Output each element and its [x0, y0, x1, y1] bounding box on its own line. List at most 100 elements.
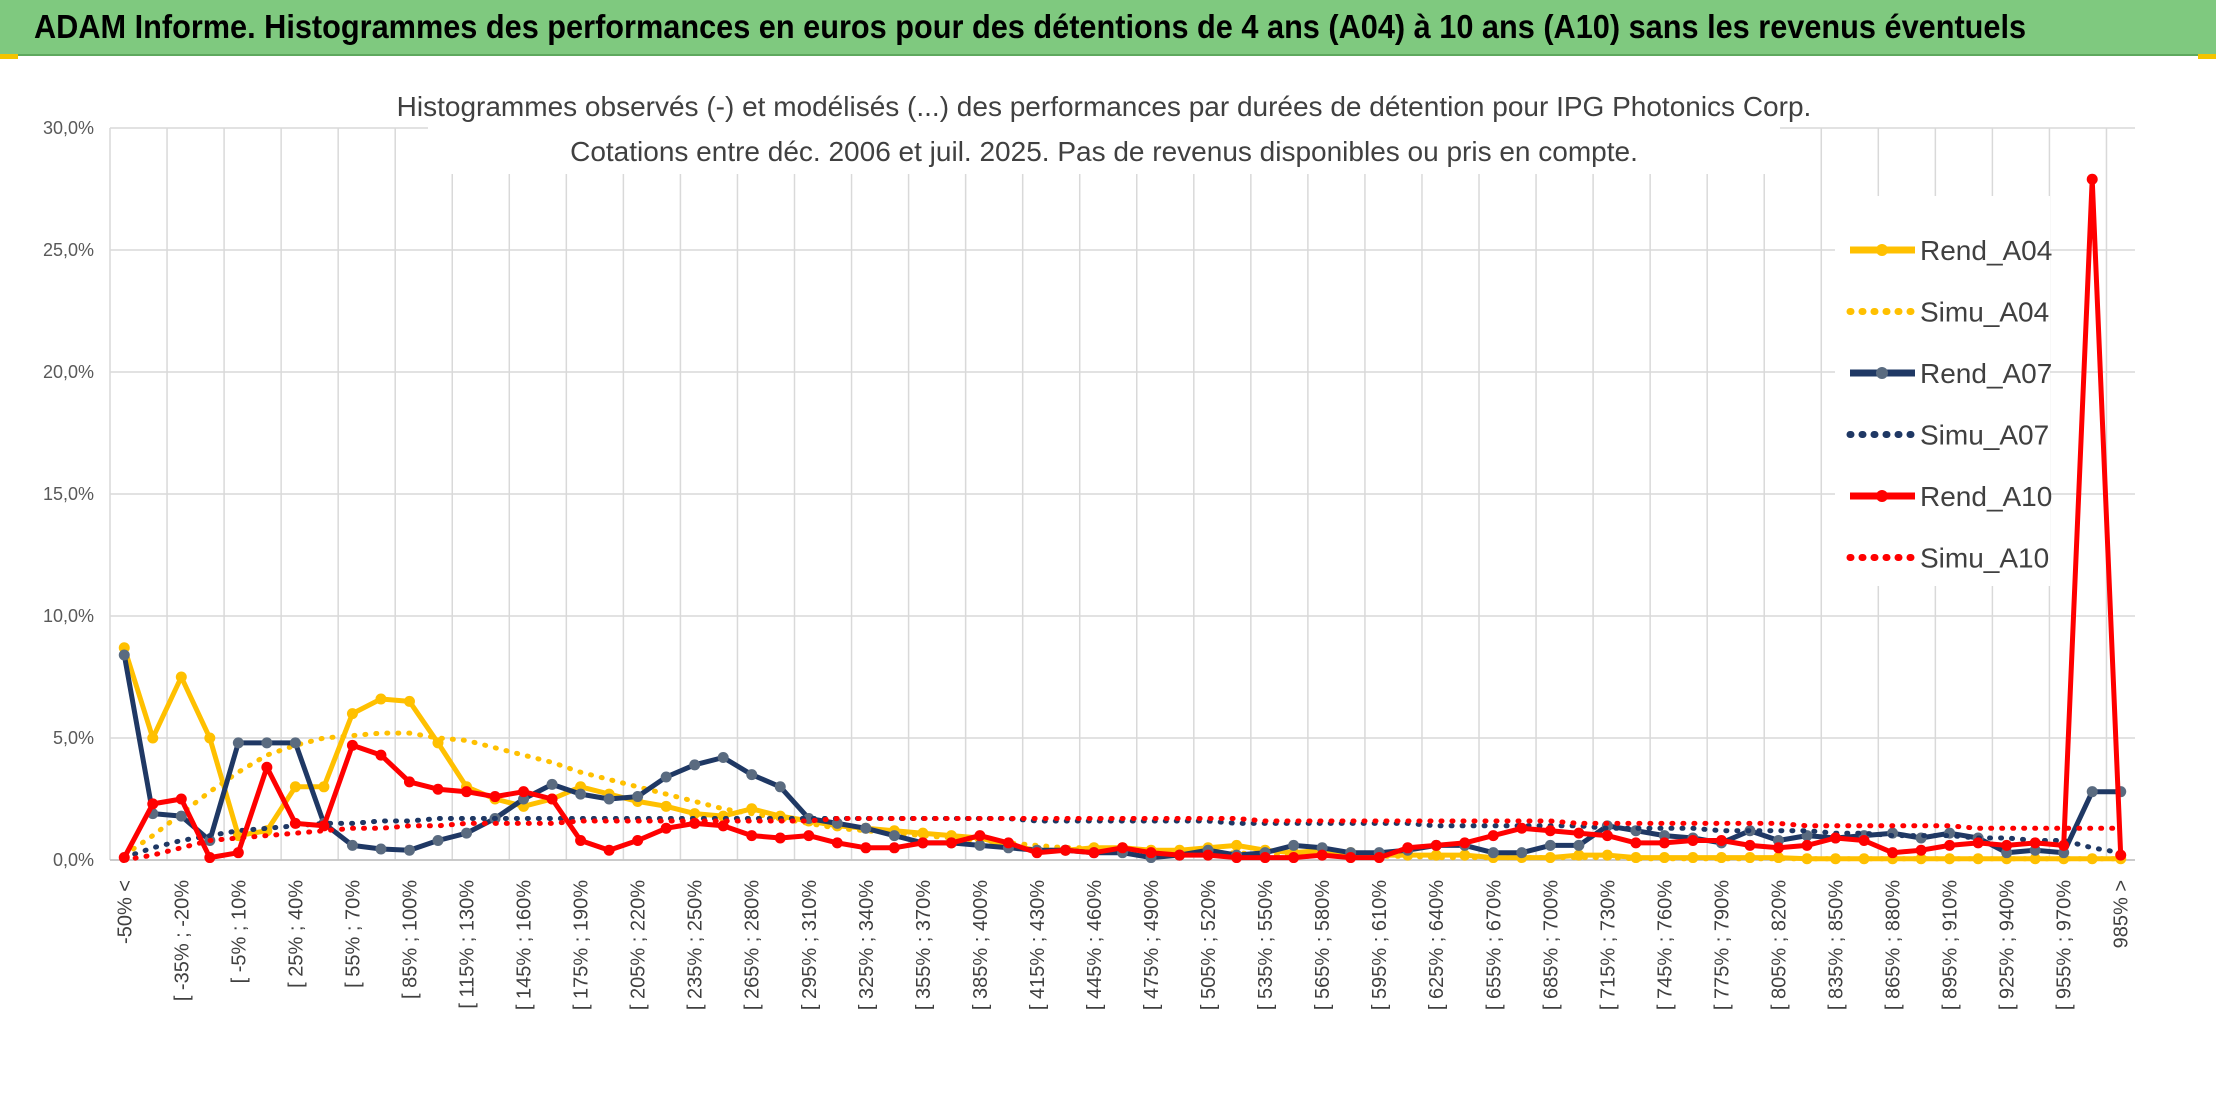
x-tick-label: [ 895% ; 910%	[1940, 880, 1962, 1010]
x-tick-label: [ 295% ; 310%	[799, 880, 821, 1010]
data-point-rend_a07	[1487, 847, 1499, 859]
data-point-rend_a10	[1887, 847, 1899, 859]
data-point-rend_a10	[1031, 847, 1043, 859]
y-tick-label: 15,0%	[43, 484, 94, 504]
data-point-rend_a10	[2086, 173, 2098, 185]
data-point-rend_a10	[1544, 825, 1556, 837]
grid-layer	[109, 127, 2135, 861]
data-point-rend_a10	[1145, 847, 1157, 859]
x-tick-label: [ 565% ; 580%	[1312, 880, 1334, 1010]
data-point-rend_a10	[1402, 842, 1414, 854]
data-point-rend_a07	[118, 649, 130, 661]
x-tick-label: [ 145% ; 160%	[514, 880, 536, 1010]
x-tick-label: [ 625% ; 640%	[1426, 880, 1448, 1010]
data-point-rend_a07	[660, 771, 672, 783]
chart-title-block: Histogrammes observés (-) et modélisés (…	[397, 84, 1812, 174]
data-point-rend_a10	[1202, 849, 1214, 861]
data-point-rend_a04	[147, 732, 159, 744]
data-point-rend_a10	[461, 786, 473, 798]
x-tick-label: [ 745% ; 760%	[1654, 880, 1676, 1010]
data-point-rend_a07	[2086, 786, 2098, 798]
data-point-rend_a07	[1573, 839, 1585, 851]
x-tick-label: [ 325% ; 340%	[856, 880, 878, 1010]
data-point-rend_a10	[888, 842, 900, 854]
data-point-rend_a10	[1830, 832, 1842, 844]
data-point-rend_a10	[603, 844, 615, 856]
data-point-rend_a10	[1573, 827, 1585, 839]
data-point-rend_a04	[746, 803, 758, 815]
x-tick-label: 985% >	[2111, 880, 2133, 948]
x-tick-label: [ -5% ; 10%	[228, 880, 250, 984]
data-point-rend_a04	[1915, 853, 1927, 865]
data-point-rend_a10	[917, 837, 929, 849]
y-tick-label: 0,0%	[53, 850, 94, 870]
data-point-rend_a07	[888, 830, 900, 842]
data-point-rend_a10	[1002, 837, 1014, 849]
data-point-rend_a10	[432, 783, 444, 795]
report-header: ADAM Informe. Histogrammes des performan…	[0, 0, 2216, 56]
data-point-rend_a10	[1772, 842, 1784, 854]
x-tick-label: [ 175% ; 190%	[571, 880, 593, 1010]
data-point-rend_a10	[518, 786, 530, 798]
data-point-rend_a10	[660, 822, 672, 834]
data-point-rend_a07	[261, 737, 273, 749]
y-tick-label: 20,0%	[43, 362, 94, 382]
data-point-rend_a04	[346, 708, 358, 720]
y-tick-label: 25,0%	[43, 240, 94, 260]
legend-label: Rend_A10	[1920, 481, 2052, 512]
data-point-rend_a04	[660, 800, 672, 812]
y-tick-label: 10,0%	[43, 606, 94, 626]
legend: Rend_A04 Simu_A04 Rend_A07 Simu_A07 Rend_A10…	[1835, 196, 2052, 586]
x-tick-label: [ 775% ; 790%	[1711, 880, 1733, 1010]
data-point-rend_a10	[575, 834, 587, 846]
data-point-rend_a10	[375, 749, 387, 761]
data-point-rend_a10	[1915, 844, 1927, 856]
x-tick-label: [ 595% ; 610%	[1369, 880, 1391, 1010]
data-point-rend_a10	[1630, 837, 1642, 849]
data-point-rend_a10	[974, 830, 986, 842]
x-tick-label: [ 475% ; 490%	[1141, 880, 1163, 1010]
x-tick-label: [ 205% ; 220%	[628, 880, 650, 1010]
data-point-rend_a10	[1231, 852, 1243, 864]
x-tick-label: [ 865% ; 880%	[1883, 880, 1905, 1010]
data-point-rend_a10	[1288, 852, 1300, 864]
chart-title: Histogrammes observés (-) et modélisés (…	[397, 91, 1812, 122]
data-point-rend_a07	[375, 843, 387, 855]
left-accent-bar	[0, 54, 18, 59]
title-background	[428, 84, 1780, 174]
data-point-rend_a10	[746, 830, 758, 842]
data-point-rend_a10	[1801, 839, 1813, 851]
data-point-rend_a10	[403, 776, 415, 788]
data-point-rend_a07	[717, 752, 729, 764]
data-point-rend_a10	[632, 834, 644, 846]
data-point-rend_a10	[2115, 849, 2127, 861]
data-point-rend_a10	[1487, 830, 1499, 842]
data-point-rend_a10	[1516, 822, 1528, 834]
data-point-rend_a07	[289, 737, 301, 749]
data-point-rend_a10	[1316, 849, 1328, 861]
data-point-rend_a07	[346, 839, 358, 851]
data-point-rend_a10	[1658, 837, 1670, 849]
chart-subtitle: Cotations entre déc. 2006 et juil. 2025.…	[570, 136, 1638, 167]
y-tick-label: 30,0%	[43, 118, 94, 138]
data-point-rend_a10	[346, 739, 358, 751]
data-point-rend_a04	[403, 695, 415, 707]
data-point-rend_a10	[175, 793, 187, 805]
data-point-rend_a07	[1288, 839, 1300, 851]
x-tick-label: [ 655% ; 670%	[1483, 880, 1505, 1010]
data-point-rend_a10	[1174, 849, 1186, 861]
x-tick-label: [ 805% ; 820%	[1768, 880, 1790, 1010]
data-point-rend_a10	[1430, 839, 1442, 851]
legend-marker	[1876, 244, 1888, 256]
y-tick-label: 5,0%	[53, 728, 94, 748]
x-tick-label: [ 25% ; 40%	[285, 880, 307, 988]
x-tick-label: [ 355% ; 370%	[913, 880, 935, 1010]
data-point-rend_a10	[1088, 847, 1100, 859]
data-point-rend_a10	[204, 852, 216, 864]
data-point-rend_a10	[232, 847, 244, 859]
data-point-rend_a07	[461, 827, 473, 839]
data-point-rend_a10	[803, 830, 815, 842]
y-axis: 0,0% 5,0% 10,0% 15,0% 20,0% 25,0% 30,0%	[43, 118, 94, 870]
series-line-simu_a10	[121, 816, 2124, 863]
data-point-rend_a07	[1544, 839, 1556, 851]
